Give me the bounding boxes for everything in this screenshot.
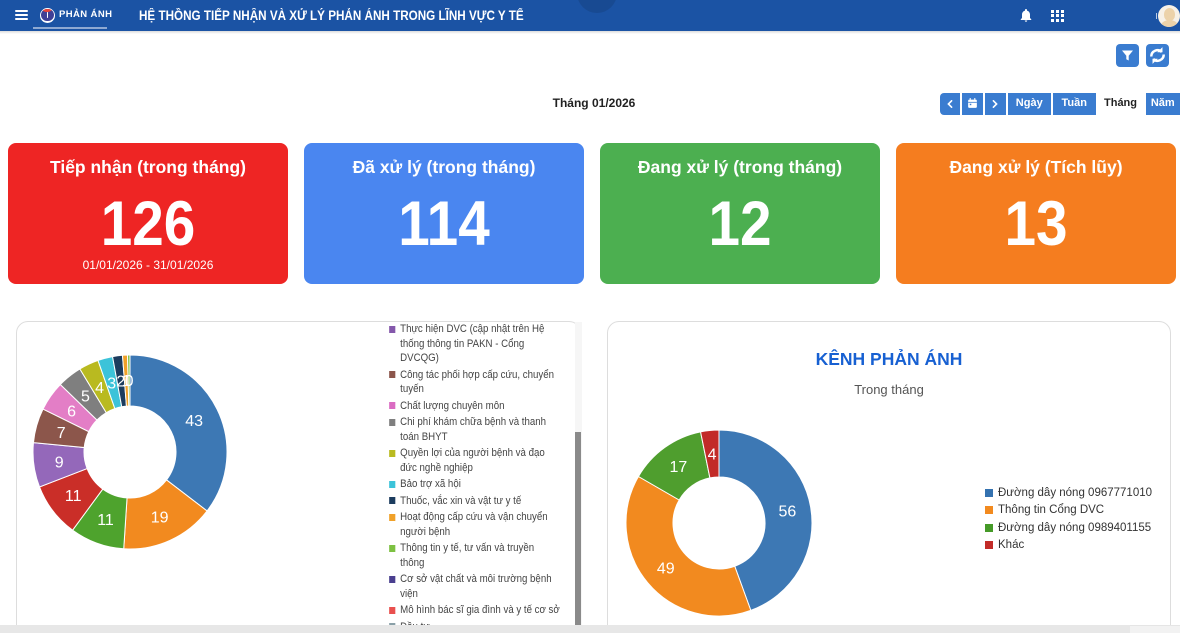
svg-text:6: 6 bbox=[67, 403, 76, 420]
svg-text:17: 17 bbox=[670, 459, 688, 476]
svg-text:4: 4 bbox=[708, 446, 717, 463]
svg-text:1: 1 bbox=[122, 373, 131, 390]
svg-text:0: 0 bbox=[125, 373, 134, 390]
svg-text:11: 11 bbox=[97, 512, 114, 529]
svg-text:43: 43 bbox=[185, 413, 203, 430]
svg-text:4: 4 bbox=[95, 380, 104, 397]
svg-text:5: 5 bbox=[81, 389, 90, 406]
svg-text:56: 56 bbox=[779, 503, 797, 520]
svg-text:7: 7 bbox=[57, 425, 66, 442]
svg-text:19: 19 bbox=[151, 510, 169, 527]
svg-text:2: 2 bbox=[116, 374, 125, 391]
svg-text:49: 49 bbox=[657, 560, 675, 577]
svg-text:3: 3 bbox=[107, 376, 116, 393]
svg-text:9: 9 bbox=[55, 454, 64, 471]
svg-text:11: 11 bbox=[65, 488, 82, 505]
